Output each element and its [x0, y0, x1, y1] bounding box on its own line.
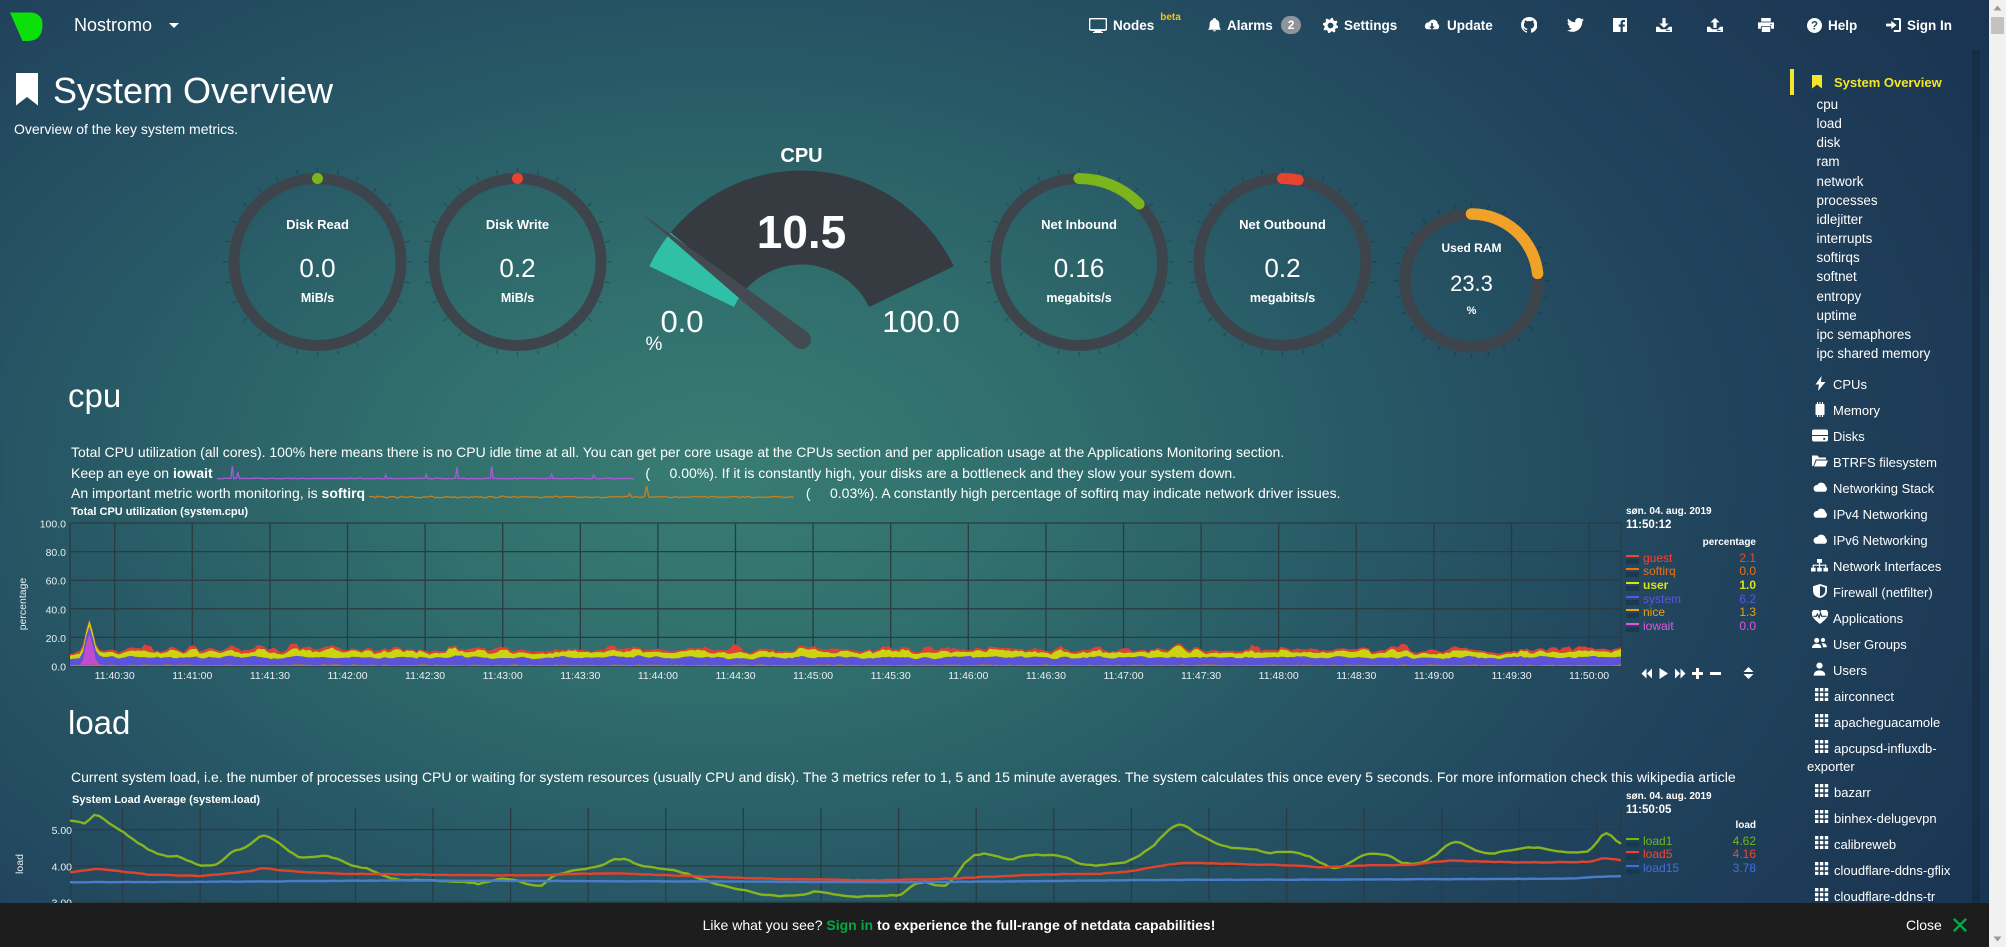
- svg-text:11:44:30: 11:44:30: [715, 670, 755, 682]
- svg-text:0.0: 0.0: [51, 662, 66, 674]
- svg-text:11:45:00: 11:45:00: [793, 670, 833, 682]
- svg-text:11:42:00: 11:42:00: [327, 670, 367, 682]
- svg-text:11:46:00: 11:46:00: [948, 670, 988, 682]
- svg-text:11:49:00: 11:49:00: [1414, 670, 1454, 682]
- svg-text:40.0: 40.0: [46, 604, 67, 616]
- svg-text:11:48:00: 11:48:00: [1259, 670, 1299, 682]
- svg-text:60.0: 60.0: [46, 576, 67, 588]
- svg-text:11:48:30: 11:48:30: [1336, 670, 1376, 682]
- svg-text:11:42:30: 11:42:30: [405, 670, 445, 682]
- svg-text:11:50:00: 11:50:00: [1569, 670, 1609, 682]
- svg-text:5.00: 5.00: [52, 825, 73, 837]
- svg-text:?: ?: [1811, 20, 1818, 32]
- svg-text:11:43:30: 11:43:30: [560, 670, 600, 682]
- svg-text:11:46:30: 11:46:30: [1026, 670, 1066, 682]
- svg-text:80.0: 80.0: [46, 547, 67, 559]
- svg-text:4.00: 4.00: [52, 862, 73, 874]
- svg-text:11:41:30: 11:41:30: [250, 670, 290, 682]
- svg-text:11:43:00: 11:43:00: [483, 670, 523, 682]
- svg-text:11:45:30: 11:45:30: [871, 670, 911, 682]
- svg-text:11:47:00: 11:47:00: [1103, 670, 1143, 682]
- svg-text:11:40:30: 11:40:30: [95, 670, 135, 682]
- svg-text:20.0: 20.0: [46, 633, 67, 645]
- svg-text:11:41:00: 11:41:00: [172, 670, 212, 682]
- svg-text:100.0: 100.0: [40, 519, 66, 531]
- svg-text:11:49:30: 11:49:30: [1491, 670, 1531, 682]
- svg-text:11:44:00: 11:44:00: [638, 670, 678, 682]
- svg-text:11:47:30: 11:47:30: [1181, 670, 1221, 682]
